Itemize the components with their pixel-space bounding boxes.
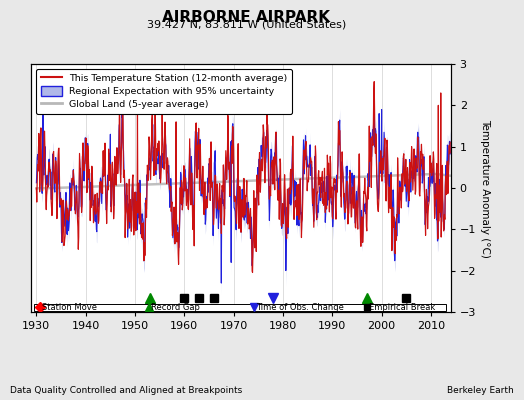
Y-axis label: Temperature Anomaly (°C): Temperature Anomaly (°C) <box>481 118 490 258</box>
Text: Data Quality Controlled and Aligned at Breakpoints: Data Quality Controlled and Aligned at B… <box>10 386 243 395</box>
Text: Station Move: Station Move <box>42 303 97 312</box>
Text: Empirical Break: Empirical Break <box>369 303 435 312</box>
Text: AIRBORNE AIRPARK: AIRBORNE AIRPARK <box>162 10 330 25</box>
Text: 39.427 N, 83.811 W (United States): 39.427 N, 83.811 W (United States) <box>147 19 346 29</box>
Text: Record Gap: Record Gap <box>151 303 200 312</box>
Bar <box>34 304 446 311</box>
Text: Time of Obs. Change: Time of Obs. Change <box>256 303 344 312</box>
Text: Berkeley Earth: Berkeley Earth <box>447 386 514 395</box>
Legend: This Temperature Station (12-month average), Regional Expectation with 95% uncer: This Temperature Station (12-month avera… <box>36 69 292 114</box>
